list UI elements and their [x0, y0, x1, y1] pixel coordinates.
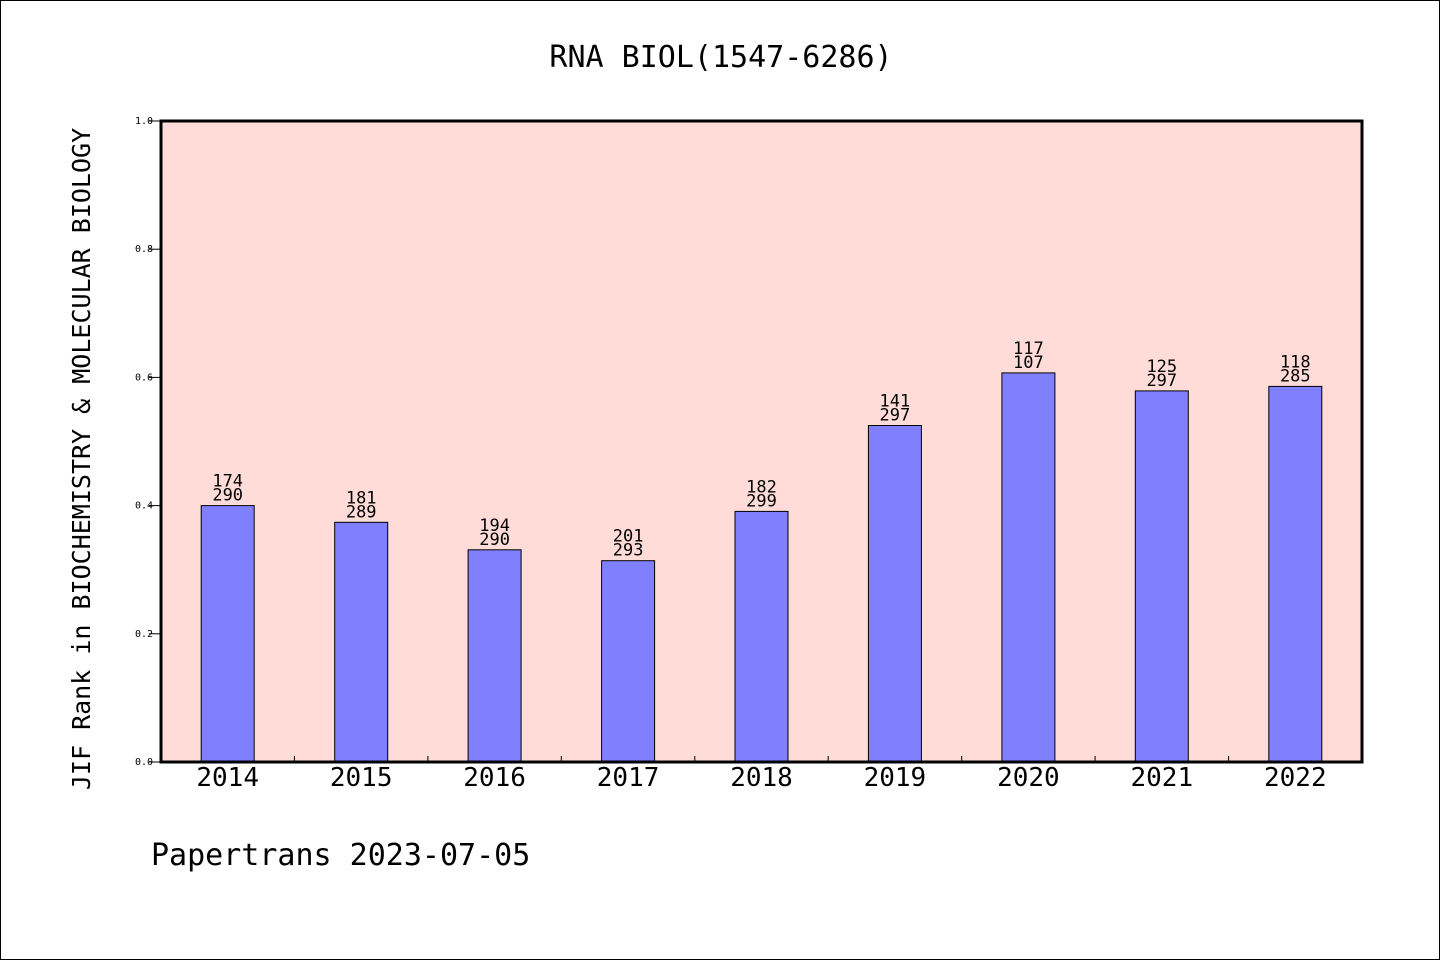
bar-2021: [1134, 390, 1189, 763]
x-tick-label-2018: 2018: [730, 763, 793, 793]
plot-border: [159, 119, 1364, 764]
total-label-2017: 293: [613, 541, 644, 561]
y-tick-label-1: 0.2: [135, 629, 153, 640]
rank-label-2014: 174: [212, 472, 243, 492]
y-tick-label-5: 1.0: [135, 116, 153, 127]
bar-2020: [1001, 372, 1056, 763]
rank-label-2022: 118: [1280, 352, 1311, 372]
footer-credit: Papertrans 2023-07-05: [151, 838, 530, 873]
x-axis: 2014 2015 2016 2017 2018 2019 2020 2021 2022: [196, 756, 1327, 793]
rank-label-2016: 194: [479, 516, 510, 536]
bar-2018: [734, 510, 789, 763]
x-tick-label-2020: 2020: [997, 763, 1060, 793]
y-axis-label: JIF Rank in BIOCHEMISTRY & MOLECULAR BIO…: [67, 128, 96, 790]
rank-label-2015: 181: [346, 488, 377, 508]
total-label-2016: 290: [479, 530, 510, 550]
total-label-2022: 285: [1280, 366, 1311, 386]
x-tick-label-2014: 2014: [196, 763, 259, 793]
bar-2014: [200, 505, 255, 763]
x-tick-label-2022: 2022: [1264, 763, 1327, 793]
x-tick-label-2021: 2021: [1130, 763, 1193, 793]
total-label-2015: 289: [346, 502, 377, 522]
total-label-2014: 290: [212, 486, 243, 506]
y-tick-label-2: 0.4: [135, 501, 153, 512]
bar-2017: [601, 560, 656, 763]
total-label-2018: 299: [746, 491, 777, 511]
x-tick-label-2016: 2016: [463, 763, 526, 793]
total-label-2020: 107: [1013, 353, 1044, 373]
x-tick-label-2019: 2019: [864, 763, 927, 793]
rank-label-2021: 125: [1146, 357, 1177, 377]
bar-2019: [867, 425, 922, 763]
y-tick-label-3: 0.6: [135, 372, 153, 383]
bar-2022: [1268, 385, 1323, 763]
total-label-2019: 297: [880, 406, 911, 426]
rank-label-2017: 201: [613, 527, 644, 547]
rank-label-2019: 141: [880, 392, 911, 412]
x-tick-label-2017: 2017: [597, 763, 660, 793]
total-label-2021: 297: [1146, 371, 1177, 391]
rank-label-2020: 117: [1013, 339, 1044, 359]
y-tick-label-4: 0.8: [135, 244, 153, 255]
bar-2015: [334, 521, 389, 763]
x-tick-label-2015: 2015: [330, 763, 393, 793]
bar-2016: [467, 549, 522, 763]
y-axis: 0.0 0.2 0.4 0.6 0.8 1.0: [135, 116, 161, 768]
rank-label-2018: 182: [746, 477, 777, 497]
chart-title: RNA BIOL(1547-6286): [549, 40, 892, 75]
y-tick-label-0: 0.0: [135, 757, 153, 768]
